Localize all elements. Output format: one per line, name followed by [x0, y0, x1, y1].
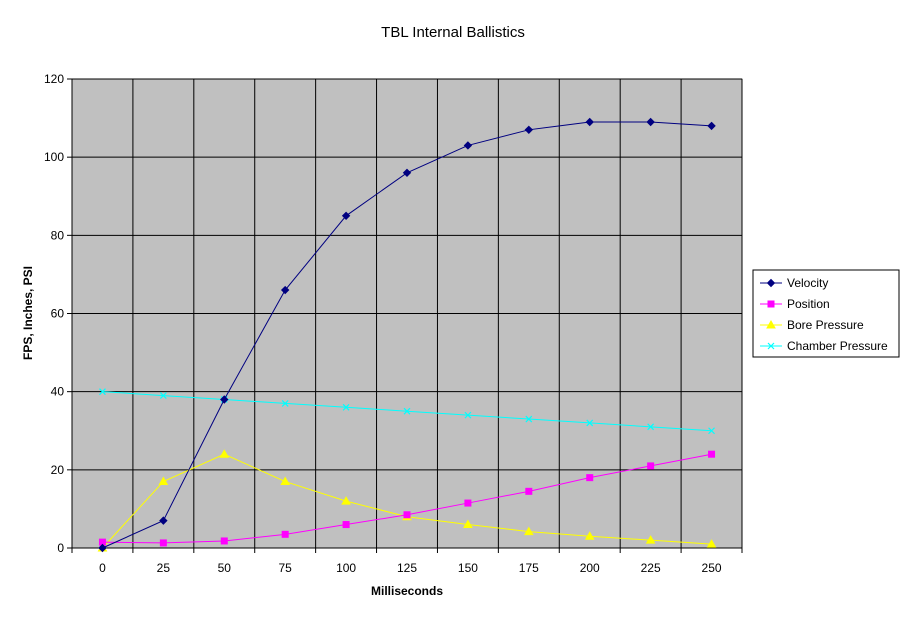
legend-item-position: Position — [760, 297, 830, 311]
bore-pressure-point — [158, 476, 169, 486]
chamber-pressure-point — [586, 419, 594, 427]
position-point — [403, 511, 411, 519]
legend-item-bore-pressure: Bore Pressure — [760, 318, 864, 332]
legend: Velocity Position Bore Pressure Chamber Pre… — [752, 269, 900, 358]
y-tick-label: 120 — [44, 72, 64, 86]
legend-label: Velocity — [787, 276, 828, 290]
legend-label: Position — [787, 297, 830, 311]
y-tick-label: 40 — [51, 385, 65, 399]
y-tick-label: 80 — [51, 228, 65, 242]
velocity-point — [159, 516, 168, 525]
x-tick-label: 200 — [580, 561, 600, 575]
velocity-point — [707, 121, 716, 131]
x-tick-label: 100 — [336, 561, 356, 575]
velocity-point — [463, 141, 473, 150]
bore-pressure-point — [584, 531, 595, 540]
x-tick-label: 250 — [702, 561, 722, 575]
bore-pressure-point — [280, 476, 291, 486]
x-tick-label: 75 — [279, 561, 293, 575]
y-tick-label: 20 — [51, 463, 65, 477]
velocity-point — [98, 543, 107, 553]
legend-label: Chamber Pressure — [787, 339, 888, 353]
position-point — [220, 537, 228, 545]
velocity-point — [220, 395, 229, 404]
x-tick-label: 125 — [397, 561, 417, 575]
y-tick-label: 0 — [57, 541, 64, 555]
bore-pressure-point — [706, 539, 717, 548]
y-axis-label: FPS, Inches, PSI — [21, 266, 35, 360]
series-velocity — [98, 117, 716, 553]
position-point — [586, 474, 594, 482]
x-tick-label: 25 — [157, 561, 171, 575]
chamber-pressure-point — [647, 423, 655, 431]
velocity-point — [280, 285, 290, 295]
series-position — [98, 450, 716, 547]
legend-box — [752, 269, 900, 358]
chamber-pressure-point — [99, 388, 106, 396]
legend-item-chamber-pressure: Chamber Pressure — [760, 339, 888, 353]
series-chamber-pressure — [99, 388, 715, 435]
chamber-pressure-point — [525, 415, 533, 423]
chamber-pressure-point — [708, 427, 715, 435]
x-tick-label: 175 — [519, 561, 539, 575]
legend-item-velocity: Velocity — [760, 276, 828, 290]
y-tick-label: 60 — [51, 307, 65, 321]
legend-marker — [766, 278, 776, 288]
bore-pressure-point — [463, 519, 473, 529]
legend-marker — [766, 319, 776, 329]
position-point — [342, 521, 350, 529]
chamber-pressure-point — [464, 411, 472, 419]
velocity-point — [402, 168, 412, 178]
bore-pressure-point — [523, 526, 534, 536]
x-tick-label: 0 — [99, 561, 106, 575]
bore-pressure-point — [219, 449, 230, 458]
chart-title: TBL Internal Ballistics — [381, 24, 525, 41]
position-point — [647, 462, 655, 470]
legend-marker — [767, 342, 775, 350]
position-point — [281, 530, 289, 538]
chamber-pressure-point — [159, 392, 167, 399]
velocity-point — [585, 117, 594, 127]
chamber-pressure-point — [281, 399, 289, 407]
bore-pressure-point — [341, 496, 351, 505]
series-layer — [97, 117, 717, 553]
axes: 0 20 40 60 80 100 120 0 25 50 75 100 125 150 175 200 225… — [44, 72, 743, 575]
x-tick-label: 50 — [218, 561, 232, 575]
y-tick-label: 100 — [44, 150, 64, 164]
chamber-pressure-point — [403, 407, 411, 415]
x-axis-label: Milliseconds — [371, 584, 443, 598]
position-point — [525, 487, 533, 495]
x-tick-label: 225 — [641, 561, 661, 575]
chamber-pressure-point — [342, 403, 350, 411]
x-tick-label: 150 — [458, 561, 478, 575]
position-point — [464, 499, 472, 507]
bore-pressure-point — [645, 535, 656, 544]
position-point — [708, 450, 716, 458]
legend-marker — [767, 300, 775, 308]
position-point — [159, 539, 167, 547]
velocity-point — [524, 125, 534, 135]
velocity-point — [341, 211, 351, 220]
velocity-point — [646, 117, 655, 127]
legend-label: Bore Pressure — [787, 318, 864, 332]
